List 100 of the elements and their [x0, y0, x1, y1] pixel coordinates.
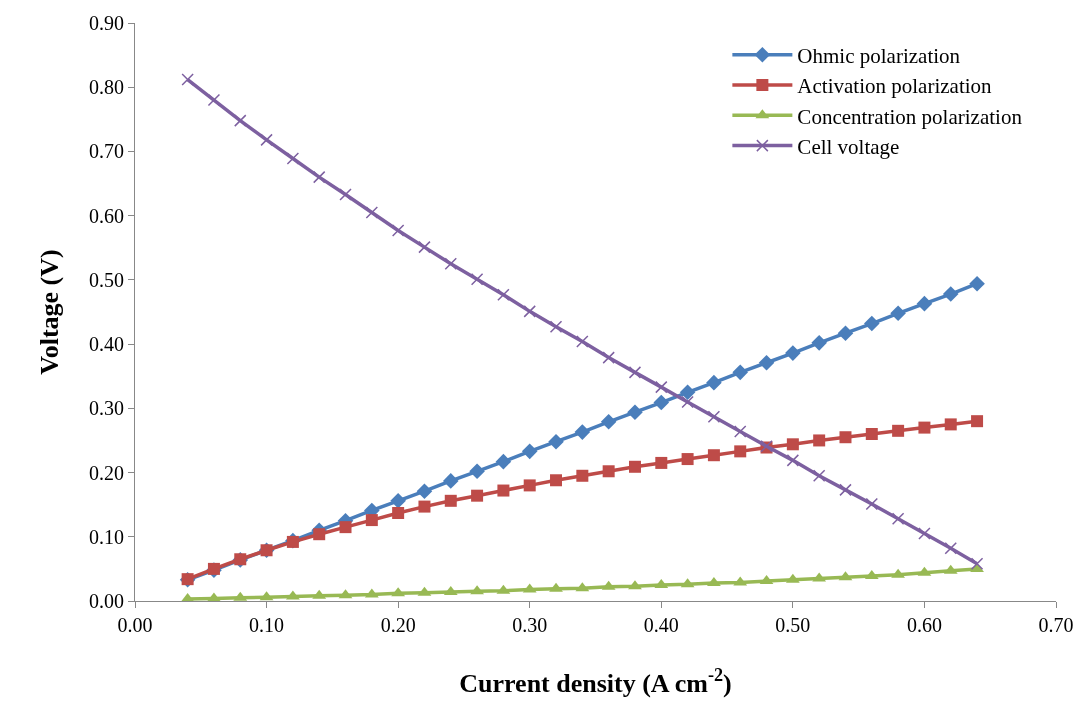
point — [628, 580, 642, 590]
point — [365, 514, 378, 527]
point — [944, 542, 957, 555]
point — [918, 421, 931, 434]
point — [944, 418, 957, 431]
y-tick-label: 0.60 — [89, 204, 124, 227]
point — [416, 483, 433, 499]
y-axis-title: Voltage (V) — [35, 249, 65, 375]
x-tick-label: 0.20 — [380, 614, 416, 636]
point — [549, 320, 563, 334]
point — [811, 335, 827, 351]
point — [864, 315, 880, 332]
x-tick-label: 0.60 — [906, 614, 942, 636]
y-tick-label: 0.10 — [89, 525, 124, 548]
point — [786, 438, 799, 451]
y-tick-label: 0.30 — [89, 397, 124, 420]
point — [837, 325, 854, 341]
x-tick-label: 0.10 — [249, 614, 285, 636]
point — [655, 456, 668, 469]
point — [576, 469, 589, 482]
point — [470, 273, 484, 286]
y-tick-label: 0.50 — [89, 268, 124, 291]
point — [495, 453, 512, 470]
point — [734, 445, 747, 458]
point — [339, 188, 352, 201]
point — [733, 425, 747, 438]
point — [970, 557, 984, 570]
point — [497, 288, 510, 301]
point — [444, 494, 457, 507]
point — [313, 528, 326, 541]
y-tick-label: 0.20 — [89, 461, 124, 484]
point — [758, 354, 775, 371]
point — [339, 521, 352, 534]
point — [550, 474, 563, 487]
point — [839, 431, 852, 444]
point — [392, 507, 405, 520]
y-tick-label: 0.40 — [89, 333, 124, 356]
point — [707, 410, 721, 423]
x-tick-label: 0.00 — [117, 614, 153, 636]
point — [523, 305, 536, 318]
x-tick-label: 0.30 — [512, 614, 548, 636]
point — [523, 479, 536, 492]
point — [892, 424, 905, 437]
point — [786, 454, 800, 467]
legend-label: Cell voltage — [797, 134, 900, 159]
point — [653, 394, 670, 411]
point — [576, 335, 589, 348]
point — [521, 443, 538, 460]
point — [628, 366, 642, 379]
legend-label: Ohmic polarization — [797, 43, 961, 68]
point — [890, 305, 906, 322]
point — [548, 433, 564, 450]
point — [260, 133, 273, 147]
point — [732, 364, 749, 381]
x-tick-label: 0.50 — [775, 614, 811, 636]
y-tick-label: 0.80 — [89, 76, 124, 99]
point — [600, 414, 617, 430]
point — [390, 493, 406, 509]
point — [865, 428, 878, 441]
point — [813, 434, 826, 447]
y-tick-label: 0.70 — [89, 140, 124, 163]
x-axis-title: Current density (A cm$^{-2}$) — [459, 664, 732, 698]
point — [681, 453, 694, 466]
point — [181, 73, 194, 86]
point — [918, 527, 931, 540]
point — [628, 460, 641, 473]
point — [969, 275, 985, 292]
point — [442, 473, 459, 489]
point — [444, 257, 458, 271]
point — [549, 582, 563, 592]
point — [627, 404, 643, 420]
legend-label: Concentration polarization — [797, 104, 1023, 129]
point — [679, 384, 696, 401]
point — [971, 415, 984, 428]
y-tick-label: 0.90 — [89, 12, 124, 34]
point — [785, 345, 801, 361]
point — [812, 469, 826, 483]
point — [681, 395, 694, 409]
point — [602, 351, 615, 364]
point — [391, 224, 405, 237]
point — [942, 286, 959, 302]
point — [471, 489, 484, 502]
point — [418, 240, 431, 254]
point — [891, 512, 905, 526]
point — [497, 484, 510, 497]
point — [707, 449, 720, 462]
point — [706, 374, 722, 391]
legend-label: Activation polarization — [797, 74, 993, 99]
point — [574, 424, 591, 440]
point — [865, 497, 879, 511]
point — [839, 483, 852, 497]
point — [365, 206, 379, 219]
x-tick-label: 0.40 — [643, 614, 679, 636]
point — [234, 114, 247, 127]
point — [602, 465, 615, 478]
point — [916, 295, 933, 312]
point — [286, 152, 300, 165]
point — [207, 592, 221, 602]
point — [469, 463, 485, 480]
x-tick-label: 0.70 — [1038, 614, 1074, 636]
